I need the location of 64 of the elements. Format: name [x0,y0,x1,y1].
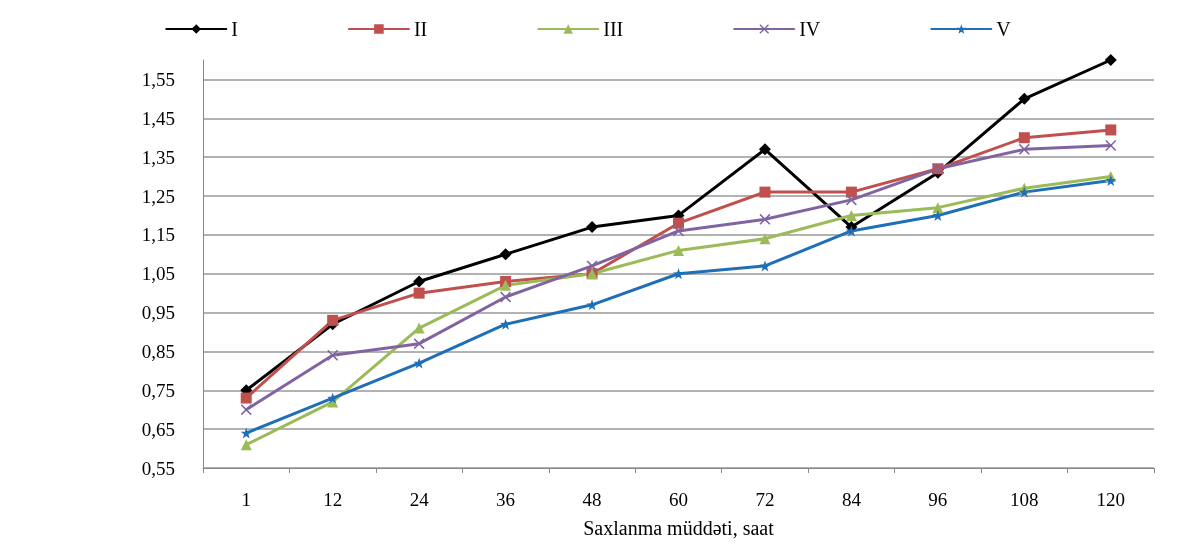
y-tick-label: 0,65 [141,418,175,440]
legend-label: II [413,18,428,40]
x-tick-label: 36 [496,489,516,510]
point [413,322,425,334]
y-tick-label: 1,15 [141,224,175,246]
point [586,260,598,272]
point [586,221,599,234]
point [586,299,598,311]
legend-label: V [996,18,1012,40]
point [932,202,944,214]
y-tick-label: 0,75 [141,379,175,401]
x-tick-label: 60 [669,489,688,510]
point [413,275,426,288]
point [673,225,684,237]
x-tick-label: 96 [928,489,948,510]
point [327,392,339,404]
point [673,217,684,229]
y-tick-label: 0,95 [141,302,175,324]
x-tick-label: 1 [241,489,251,510]
point [1018,132,1030,144]
x-tick-label: 72 [755,489,775,510]
legend-label: IV [799,18,821,40]
point [673,244,684,256]
y-tick-label: 1,05 [141,263,175,285]
legend-label: I [231,18,238,40]
point [845,194,857,206]
point [759,186,771,198]
x-tick-label: 108 [1010,489,1039,510]
x-tick-label: 12 [323,489,343,510]
point [240,439,252,451]
point [500,279,512,291]
point [759,213,771,225]
point [500,291,512,303]
point [413,338,425,350]
point [240,392,252,404]
y-tick-label: 1,35 [141,146,175,168]
point [1105,139,1117,151]
point [499,248,512,261]
point [327,349,339,361]
point [1105,124,1117,136]
point [845,186,857,198]
point [1018,143,1030,155]
x-tick-label: 24 [409,489,430,510]
point [327,314,339,326]
y-tick-label: 1,45 [141,107,175,129]
y-tick-label: 0,85 [141,340,175,362]
point [1104,54,1117,66]
x-axis-title: Saxlanma müddəti, saat [583,517,775,539]
x-tick-label: 120 [1096,489,1126,510]
x-tick-label: 48 [582,489,602,510]
point [1018,186,1030,198]
point [240,427,252,439]
legend-label: III [603,18,624,40]
point [413,357,425,369]
y-tick-label: 1,55 [141,68,175,90]
y-tick-label: 1,25 [141,185,175,207]
y-tick-label: 0,55 [141,457,175,479]
point [240,404,252,416]
point [413,287,425,299]
x-tick-label: 84 [841,489,862,510]
point [758,143,771,156]
point [1018,92,1031,105]
point [845,209,857,221]
point [759,233,771,245]
